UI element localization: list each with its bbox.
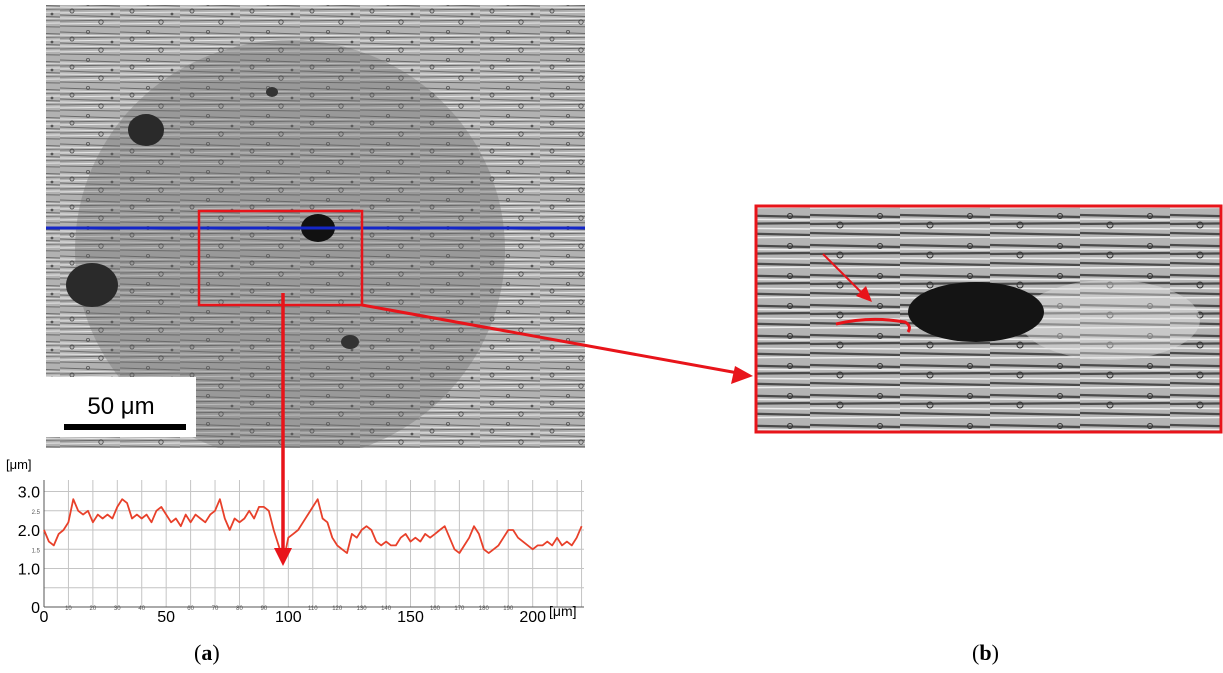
darker-wear-region xyxy=(75,40,505,448)
x-minor-tick-label: 30 xyxy=(114,606,121,612)
arrow-right-shaft xyxy=(361,303,739,375)
x-tick-labels: 0 50 100 150 200 10 20 30 40 60 70 80 90 110 120 130 140… xyxy=(40,606,547,626)
x-minor-tick-label: 180 xyxy=(479,606,490,612)
x-minor-tick-label: 40 xyxy=(138,606,145,612)
x-minor-tick-label: 170 xyxy=(454,606,465,612)
profile-line xyxy=(43,498,583,562)
annotation-crack-mark xyxy=(835,317,911,333)
caption-a-letter: a xyxy=(201,640,213,665)
x-tick-label: 0 xyxy=(40,609,49,626)
y-minor-tick-label: 2.5 xyxy=(32,510,41,516)
x-minor-tick-label: 90 xyxy=(261,606,268,612)
x-unit-label: [μm] xyxy=(549,603,577,619)
annotation-arrow-head xyxy=(856,286,872,302)
defect-spot-left-top xyxy=(128,114,164,146)
scale-bar-label: 50 μm xyxy=(87,393,154,420)
zoom-region-box xyxy=(197,209,364,307)
x-minor-tick-label: 130 xyxy=(357,606,368,612)
x-tick-label: 200 xyxy=(519,609,546,626)
x-minor-tick-label: 120 xyxy=(332,606,343,612)
y-tick-labels: 0 1.0 2.0 3.0 1.5 2.5 xyxy=(18,485,41,617)
caption-b: (b) xyxy=(972,640,999,665)
y-tick-label: 2.0 xyxy=(18,523,40,540)
arrow-down-head xyxy=(274,548,292,566)
y-unit-label: [μm] xyxy=(6,457,32,472)
y-minor-tick-label: 1.5 xyxy=(32,548,41,554)
arrow-right-head xyxy=(731,366,753,384)
zoom-frame xyxy=(754,204,1223,434)
caption-a: (a) xyxy=(194,640,220,665)
micrograph-features xyxy=(66,40,505,448)
x-tick-label: 50 xyxy=(157,609,175,626)
profile-series xyxy=(43,498,583,562)
y-tick-label: 0 xyxy=(31,600,40,617)
x-minor-tick-label: 190 xyxy=(503,606,514,612)
zoom-light-region xyxy=(1020,280,1200,360)
x-minor-tick-label: 110 xyxy=(308,606,318,612)
y-tick-label: 1.0 xyxy=(18,562,40,579)
defect-spot-left xyxy=(66,263,118,307)
x-minor-tick-label: 80 xyxy=(236,606,243,612)
x-minor-tick-label: 70 xyxy=(212,606,219,612)
x-minor-tick-label: 160 xyxy=(430,606,441,612)
annotation-arrow-shaft xyxy=(822,253,863,294)
x-minor-tick-label: 20 xyxy=(90,606,97,612)
zoom-defect-pore xyxy=(908,282,1044,342)
defect-spot-bottom xyxy=(341,335,359,349)
zoom-panel-b xyxy=(754,204,1223,434)
chart-grid xyxy=(43,480,584,608)
x-tick-label: 100 xyxy=(275,609,302,626)
x-minor-tick-label: 140 xyxy=(381,606,392,612)
micrograph-panel-a: 50 μm xyxy=(46,5,585,448)
y-tick-label: 3.0 xyxy=(18,485,40,502)
x-minor-tick-label: 10 xyxy=(65,606,72,612)
caption-b-letter: b xyxy=(979,640,992,665)
x-tick-label: 150 xyxy=(397,609,424,626)
x-minor-tick-label: 60 xyxy=(187,606,194,612)
defect-spot-small xyxy=(266,87,278,97)
profile-chart: [μm] [μm] 0 1.0 2.0 3.0 1.5 2.5 0 50 100 150 200 1… xyxy=(6,457,584,626)
